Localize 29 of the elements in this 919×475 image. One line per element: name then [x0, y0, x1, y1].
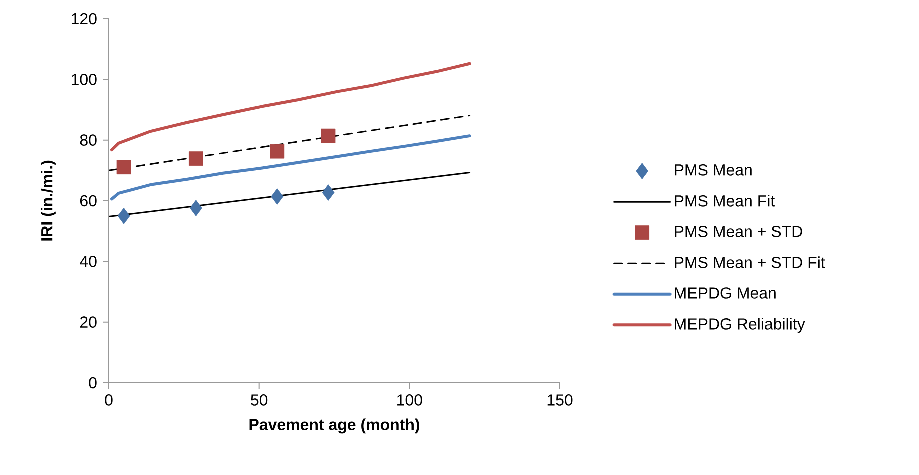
y-tick-label: 80 — [80, 134, 97, 146]
x-tick-label: 100 — [398, 394, 422, 406]
y-tick-label: 120 — [72, 13, 97, 25]
x-tick-label: 50 — [251, 394, 268, 406]
x-axis-title: Pavement age (month) — [250, 418, 420, 434]
x-tick-label: 0 — [105, 394, 113, 406]
legend-label: PMS Mean + STD — [675, 226, 802, 238]
y-tick-label: 100 — [72, 74, 97, 86]
point — [188, 152, 204, 166]
legend-label: PMS Mean + STD Fit — [675, 256, 826, 268]
y-tick-label: 20 — [80, 316, 97, 328]
line-series — [110, 134, 472, 201]
line-series — [110, 62, 472, 152]
y-axis-title: IRI (in./mi.) — [40, 160, 56, 241]
x-tick-label: 150 — [548, 394, 573, 406]
point — [116, 160, 132, 175]
point — [271, 188, 284, 205]
y-tick-label: 0 — [89, 377, 97, 389]
legend-label: MEPDG Mean — [675, 288, 776, 299]
point — [270, 144, 285, 159]
point — [190, 200, 202, 216]
legend-label: PMS Mean — [675, 164, 752, 176]
y-tick-label: 60 — [80, 195, 97, 207]
point — [321, 128, 336, 144]
legend-label: MEPDG Reliability — [675, 318, 806, 334]
legend-label: PMS Mean Fit — [675, 195, 776, 207]
point — [118, 208, 130, 224]
y-tick-label: 40 — [80, 256, 97, 268]
point — [322, 184, 335, 202]
